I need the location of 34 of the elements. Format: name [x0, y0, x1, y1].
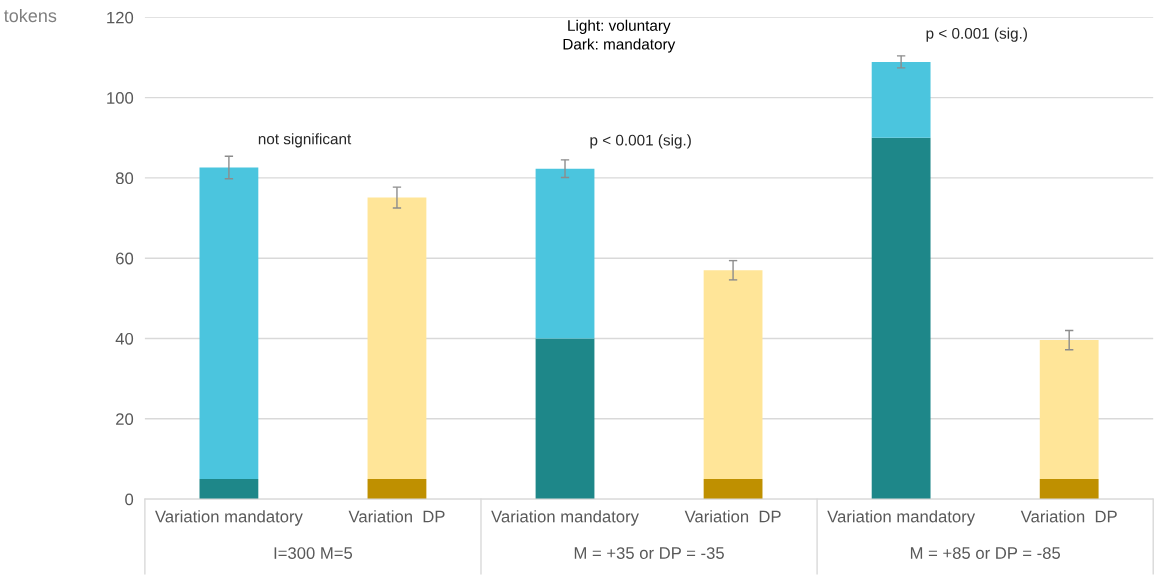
annotation: p < 0.001 (sig.)	[590, 134, 691, 149]
y-tick-label: 40	[115, 332, 134, 345]
y-tick-label: 80	[115, 172, 134, 185]
text: M = +85 or DP = -85	[910, 547, 1061, 559]
bar	[535, 338, 595, 500]
text: M = +35 or DP = -35	[574, 547, 724, 559]
y-tick-label: 120	[107, 11, 134, 24]
annotation: Light: voluntary	[568, 19, 671, 34]
y-tick-label: 60	[116, 252, 134, 265]
bar	[1039, 479, 1099, 500]
bar	[199, 479, 259, 500]
x-tick-label: Variation mandatory	[491, 510, 639, 526]
annotation: not significant	[258, 133, 352, 148]
bar	[871, 137, 931, 500]
x-tick-label: Variation mandatory	[827, 510, 976, 526]
annotation: Dark: mandatory	[563, 38, 676, 53]
bar	[703, 479, 763, 500]
x-tick-label: Variation DP	[1020, 510, 1117, 523]
y-tick-label: 100	[107, 92, 134, 104]
bar	[535, 168, 595, 339]
x-tick-label: Variation DP	[348, 510, 445, 523]
y-tick-label: 0	[125, 493, 134, 506]
text: I=300 M=5	[274, 547, 353, 559]
bar	[1039, 340, 1099, 480]
bar	[199, 167, 259, 480]
x-tick-label: Variation DP	[684, 510, 781, 523]
y-tick-label: 20	[116, 413, 134, 426]
bar	[367, 197, 427, 480]
y-axis-title: tokens	[3, 8, 57, 23]
bar	[367, 479, 427, 500]
x-tick-label: Variation mandatory	[155, 510, 303, 526]
bar	[871, 61, 931, 138]
annotation: p < 0.001 (sig.)	[926, 27, 1027, 42]
bar	[703, 270, 763, 480]
